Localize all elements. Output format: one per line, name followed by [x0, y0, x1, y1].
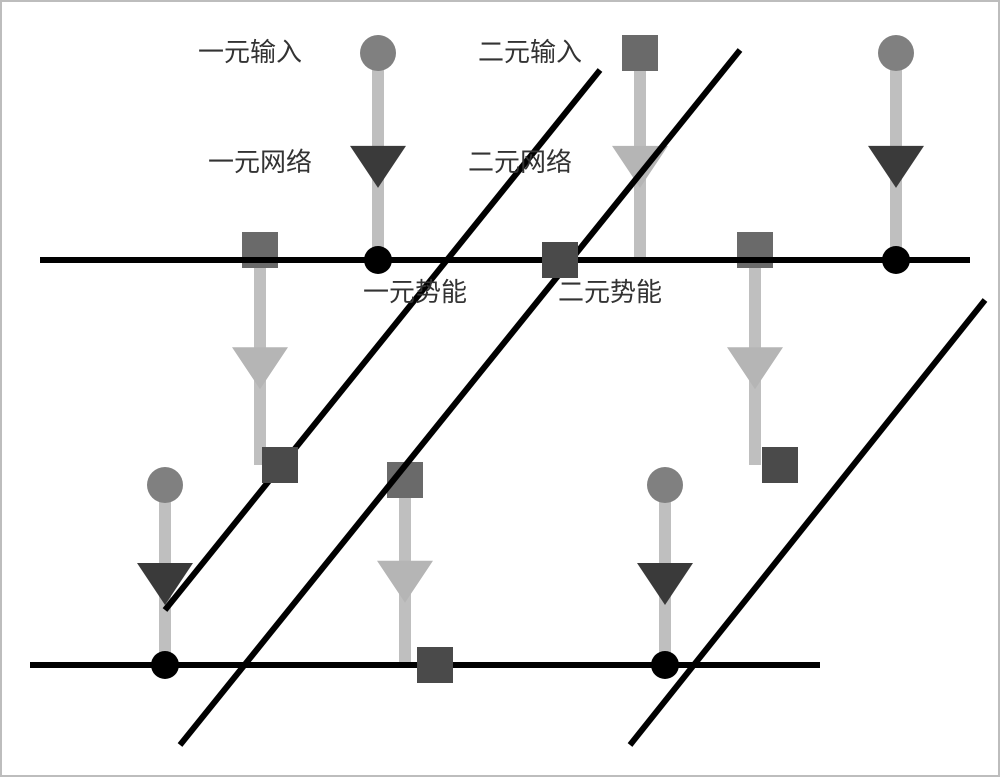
binary-unit: [232, 232, 288, 465]
binary-network-triangle: [727, 347, 783, 389]
binary-input-square: [622, 35, 658, 71]
frame-border: [1, 1, 999, 776]
label-binary-potential: 二元势能: [558, 278, 662, 307]
lattice-diagonal-line: [630, 300, 985, 745]
unary-unit: [637, 467, 693, 665]
unary-input-circle: [360, 35, 396, 71]
lattice-vertex: [151, 651, 179, 679]
unary-unit: [350, 35, 406, 260]
unary-unit: [868, 35, 924, 260]
unary-input-circle: [147, 467, 183, 503]
units-layer: [137, 35, 924, 665]
lattice-vertex: [882, 246, 910, 274]
unary-network-triangle: [637, 563, 693, 605]
diagram-canvas: 一元输入 二元输入一元网络 二元网络一元势能 二元势能: [0, 0, 1000, 777]
label-binary-input: 二元输入: [478, 38, 582, 67]
lattice-vertex: [651, 651, 679, 679]
unary-input-circle: [647, 467, 683, 503]
edge-potential-square: [417, 647, 453, 683]
edge-potential-square: [542, 242, 578, 278]
label-unary-input: 一元输入: [198, 38, 302, 67]
unary-input-circle: [878, 35, 914, 71]
label-unary-potential: 一元势能: [363, 278, 467, 307]
binary-network-triangle: [232, 347, 288, 389]
unary-unit: [137, 467, 193, 665]
unary-network-triangle: [868, 146, 924, 188]
binary-unit: [727, 232, 783, 465]
lattice-vertex: [364, 246, 392, 274]
label-unary-network: 一元网络: [208, 148, 312, 177]
edge-potential-square: [762, 447, 798, 483]
binary-network-triangle: [377, 561, 433, 603]
label-binary-network: 二元网络: [468, 148, 572, 177]
edge-potential-square: [262, 447, 298, 483]
unary-network-triangle: [350, 146, 406, 188]
